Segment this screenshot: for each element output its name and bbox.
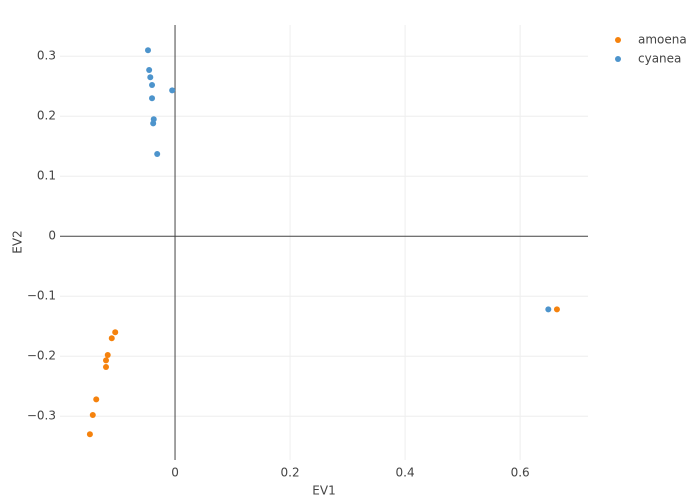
point bbox=[154, 151, 161, 157]
point bbox=[150, 120, 157, 127]
y-axis-label: EV2 bbox=[11, 230, 25, 253]
x-tick-label: 0 bbox=[171, 466, 179, 480]
point bbox=[147, 74, 154, 81]
y-tick-label: 0.3 bbox=[37, 49, 56, 63]
x-tick-label: 0.4 bbox=[396, 466, 415, 480]
point bbox=[553, 306, 560, 313]
point bbox=[86, 431, 93, 438]
point bbox=[545, 306, 552, 313]
point bbox=[103, 364, 110, 370]
x-tick-label: 0.6 bbox=[511, 466, 530, 480]
y-tick-label: 0.1 bbox=[37, 169, 56, 183]
point bbox=[93, 396, 100, 403]
legend-marker bbox=[615, 56, 621, 62]
point bbox=[149, 95, 156, 102]
point bbox=[108, 335, 115, 342]
y-tick-label: 0 bbox=[48, 229, 56, 243]
point bbox=[104, 352, 111, 358]
y-tick-label: −0.3 bbox=[27, 409, 56, 423]
point bbox=[89, 412, 96, 418]
point bbox=[103, 357, 110, 364]
y-tick-label: 0.2 bbox=[37, 109, 56, 123]
point bbox=[112, 329, 119, 336]
point bbox=[169, 87, 176, 94]
point bbox=[149, 82, 156, 88]
legend-label: amoena bbox=[638, 33, 687, 47]
y-tick-label: −0.1 bbox=[27, 289, 56, 303]
point bbox=[145, 47, 151, 54]
y-tick-label: −0.2 bbox=[27, 349, 56, 363]
point bbox=[146, 67, 153, 73]
legend-marker bbox=[615, 37, 621, 43]
x-axis-label: EV1 bbox=[312, 484, 335, 498]
x-tick-label: 0.2 bbox=[281, 466, 300, 480]
legend-label: cyanea bbox=[638, 52, 681, 66]
